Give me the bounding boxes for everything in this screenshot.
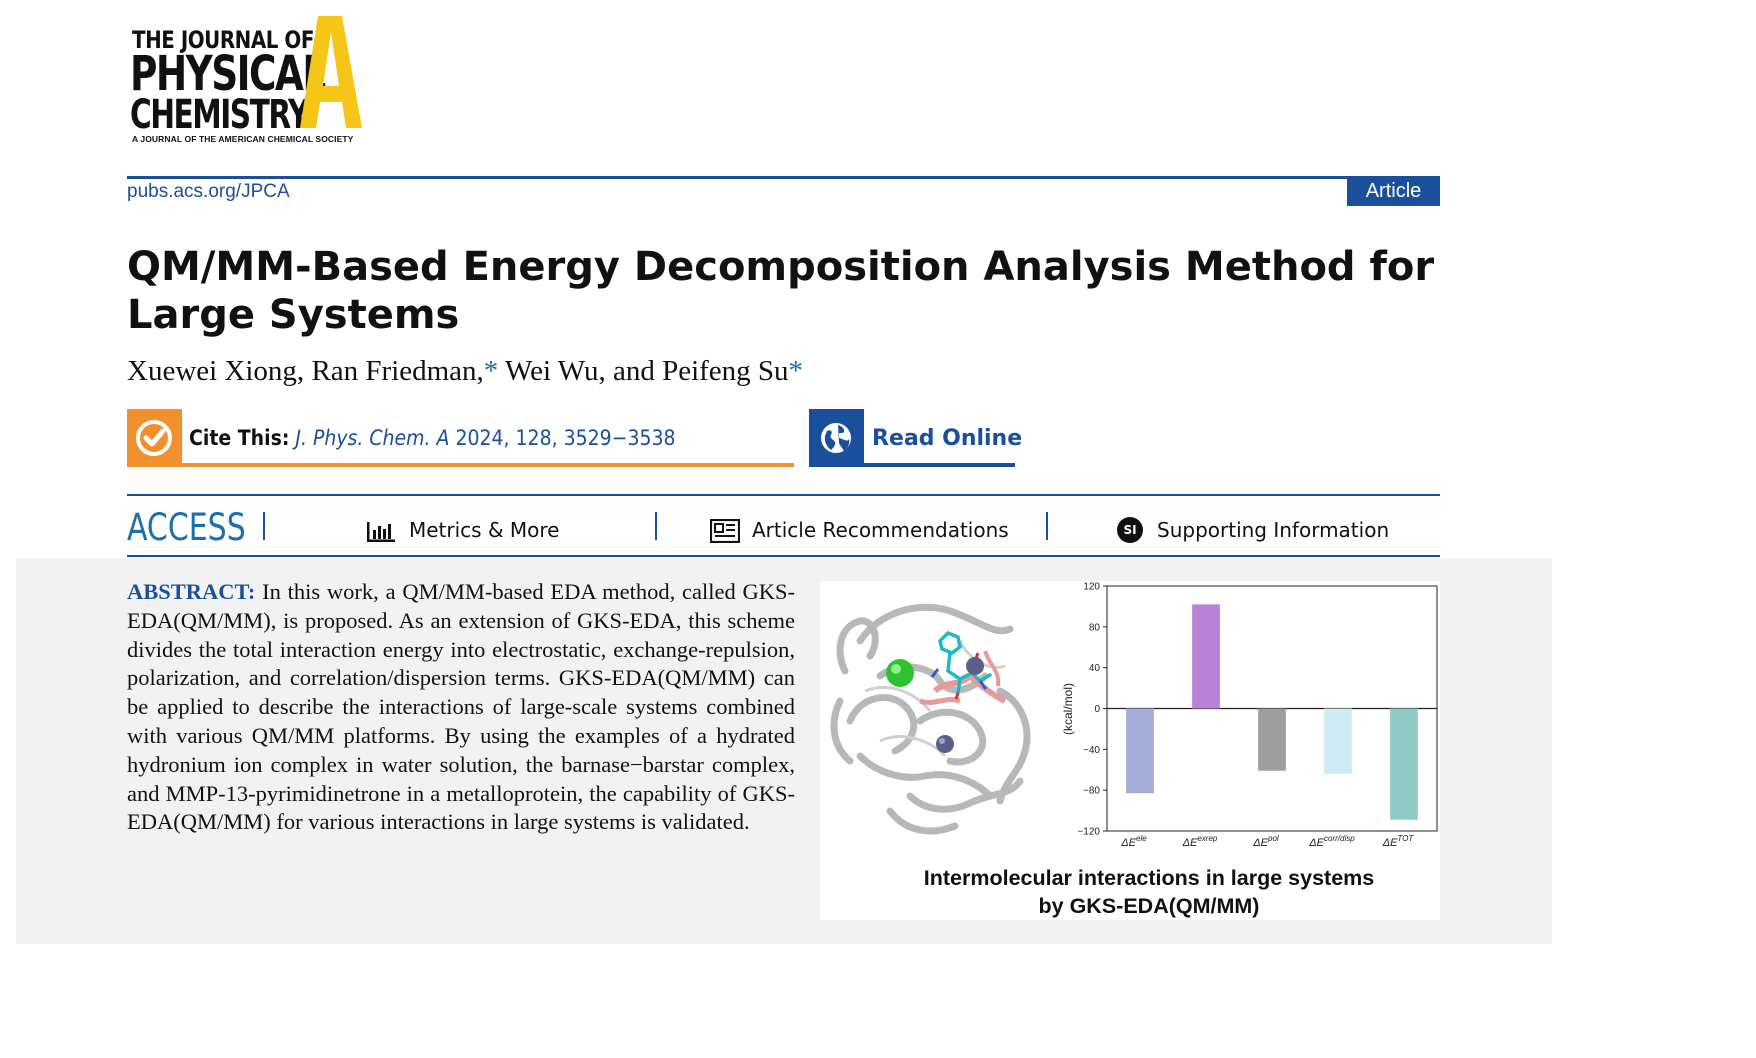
bar-chart-icon[interactable]	[366, 520, 396, 548]
y-tick-label: 0	[1094, 704, 1100, 715]
author-name[interactable]: Peifeng Su	[662, 355, 789, 387]
article-type-badge: Article	[1347, 176, 1440, 206]
toc-caption-line2: by GKS-EDA(QM/MM)	[1038, 894, 1260, 918]
chart-bar	[1390, 708, 1418, 820]
eda-bar-chart: 120 80 40 0 −40 −80 −120 ΔEele ΔEexrep ΔEpol ΔEco…	[1061, 582, 1438, 849]
chart-x-axis: ΔEele ΔEexrep ΔEpol ΔEcorr/disp ΔETOT	[1120, 834, 1414, 849]
journal-logo-line3: CHEMISTRY	[130, 92, 309, 138]
cite-label: Cite This:	[189, 426, 290, 450]
cite-this[interactable]: Cite This: J. Phys. Chem. A 2024, 128, 3…	[189, 426, 676, 450]
author-name[interactable]: Xuewei Xiong,	[127, 355, 305, 387]
abstract-body: ABSTRACT: In this work, a QM/MM-based ED…	[127, 578, 795, 837]
y-tick-label: 80	[1089, 622, 1101, 633]
si-badge-label: SI	[1123, 523, 1137, 537]
cite-check-icon[interactable]	[127, 409, 182, 466]
read-online-link[interactable]: Read Online	[872, 426, 1023, 451]
cite-details[interactable]: 2024, 128, 3529−3538	[449, 426, 676, 450]
x-tick-label: ΔEpol	[1252, 834, 1279, 849]
x-tick-label: ΔEexrep	[1182, 834, 1218, 849]
recommendations-icon[interactable]	[709, 518, 741, 547]
author-name[interactable]: Ran Friedman,	[311, 355, 484, 387]
globe-icon[interactable]	[809, 409, 864, 466]
access-label: ACCESS	[127, 506, 246, 549]
chart-bar	[1324, 708, 1352, 774]
corresponding-mark[interactable]: *	[788, 355, 804, 387]
journal-tagline: A JOURNAL OF THE AMERICAN CHEMICAL SOCIE…	[132, 134, 354, 144]
cite-underline	[127, 463, 794, 467]
chart-bar	[1126, 708, 1154, 794]
journal-letter-logo: A	[300, 16, 362, 128]
author-list: Xuewei Xiong, Ran Friedman,* Wei Wu, and…	[127, 355, 803, 388]
y-tick-label: −40	[1083, 745, 1100, 756]
x-tick-label: ΔEele	[1120, 834, 1147, 849]
journal-url-link[interactable]: pubs.acs.org/JPCA	[127, 181, 290, 202]
journal-logo-line2: PHYSICAL	[130, 46, 326, 102]
protein-structure-illustration	[830, 603, 1031, 835]
chart-bar	[1192, 604, 1220, 709]
chart-bar	[1258, 708, 1286, 771]
access-divider	[263, 512, 265, 540]
corresponding-mark[interactable]: *	[483, 355, 499, 387]
y-tick-label: −120	[1077, 827, 1100, 838]
article-recommendations-link[interactable]: Article Recommendations	[752, 518, 1009, 542]
toc-caption: Intermolecular interactions in large sys…	[820, 864, 1478, 920]
x-tick-label: ΔEcorr/disp	[1308, 834, 1355, 849]
access-bar-top-rule	[127, 494, 1440, 496]
chart-y-axis-label: (kcal/mol)	[1061, 683, 1075, 735]
x-tick-label: ΔETOT	[1382, 834, 1415, 849]
chart-bars	[1126, 604, 1418, 820]
y-tick-label: 120	[1083, 582, 1100, 593]
access-divider	[655, 512, 657, 540]
chart-y-axis: 120 80 40 0 −40 −80 −120	[1077, 582, 1107, 838]
cite-journal[interactable]: J. Phys. Chem. A	[295, 426, 450, 450]
abstract-text: In this work, a QM/MM-based EDA method, …	[127, 579, 795, 835]
article-title: QM/MM-Based Energy Decomposition Analysi…	[127, 244, 1435, 338]
read-online-underline	[809, 463, 1015, 467]
journal-logo-line1: THE JOURNAL OF	[132, 26, 314, 54]
access-bar-bottom-rule	[127, 555, 1440, 557]
header-rule	[127, 176, 1440, 179]
access-divider	[1046, 512, 1048, 540]
toc-caption-line1: Intermolecular interactions in large sys…	[923, 866, 1375, 890]
y-tick-label: −80	[1083, 786, 1100, 797]
metrics-more-link[interactable]: Metrics & More	[409, 518, 560, 542]
abstract-heading: ABSTRACT:	[127, 579, 256, 604]
author-name[interactable]: Wei Wu, and	[505, 355, 655, 387]
supporting-information-link[interactable]: Supporting Information	[1157, 518, 1390, 542]
y-tick-label: 40	[1089, 663, 1101, 674]
supporting-info-icon[interactable]: SI	[1117, 517, 1143, 543]
